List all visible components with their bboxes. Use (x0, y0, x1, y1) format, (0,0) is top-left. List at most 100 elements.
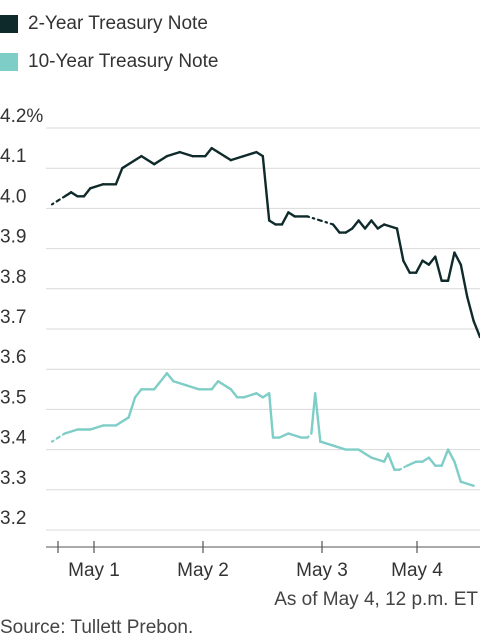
y-tick-label: 3.4 (0, 428, 27, 449)
series-2year-segment (255, 150, 265, 158)
y-tick-label: 3.8 (0, 267, 26, 288)
series-2year-segment (63, 191, 73, 198)
y-tick-label: 4.0 (0, 186, 26, 207)
series-10year-segment (363, 452, 373, 459)
series-10year-segment (398, 464, 409, 471)
series-2year-segment (280, 211, 290, 226)
series-10year-segment (165, 372, 175, 383)
series-10year-segment (50, 436, 60, 443)
series-2year-segment (319, 219, 335, 226)
series-2year-segment (114, 166, 124, 186)
series-10year-segment (127, 396, 137, 419)
legend-item-10year: 10-Year Treasury Note (0, 51, 218, 73)
legend-label-2year: 2-Year Treasury Note (28, 13, 208, 34)
series-10year-segment (421, 456, 431, 463)
series-10year-segment (319, 440, 335, 447)
series-10year-segment (427, 456, 437, 467)
x-tick-label: May 1 (68, 560, 120, 581)
series-2year-segment (140, 154, 156, 166)
series-2year-segment (287, 211, 296, 218)
source-note: Source: Tullett Prebon. (0, 617, 194, 638)
series-2year-segment (357, 219, 367, 230)
y-tick-label: 4.1 (0, 146, 26, 167)
series-10year-segment (278, 432, 290, 439)
series-2year-segment (229, 154, 245, 162)
series-10year-segment (153, 372, 169, 391)
series-2year-segment (376, 223, 386, 230)
y-tick-label: 3.3 (0, 468, 26, 489)
series-10year-segment (287, 432, 303, 439)
y-tick-label: 3.7 (0, 307, 26, 328)
legend-item-2year: 2-Year Treasury Note (0, 13, 208, 35)
series-10year-segment (405, 460, 418, 467)
series-2year-segment (223, 154, 233, 162)
series-10year-segment (229, 388, 239, 399)
series-2year-segment (459, 263, 469, 299)
legend-swatch-10year (0, 53, 18, 71)
series-2year-segment (69, 191, 79, 198)
series-10year-segment (255, 392, 265, 399)
series-2year-segment (427, 255, 437, 266)
series-2year-segment (402, 259, 411, 274)
series-10year-segment (357, 448, 367, 455)
series-2year-segment (242, 150, 258, 158)
series-2year-segment (165, 150, 181, 158)
series-2year-segment (446, 251, 456, 282)
series-2year-segment (261, 154, 271, 222)
series-10year-segment (210, 380, 220, 391)
series-2year-segment (204, 146, 213, 158)
series-10year-segment (216, 380, 233, 391)
series-2year-segment (434, 255, 443, 282)
series-2year-segment (331, 223, 341, 234)
series-2year-segment (466, 295, 475, 323)
series-10year-segment (267, 392, 275, 439)
series-2year-segment (306, 215, 322, 222)
series-2year-segment (363, 219, 373, 230)
series-10year-segment (172, 380, 188, 387)
series-2year-segment (414, 259, 424, 274)
y-tick-label: 3.5 (0, 387, 26, 408)
series-10year-segment (313, 392, 322, 443)
series-2year-segment (267, 219, 277, 226)
series-2year-segment (153, 154, 169, 166)
series-2year-segment (89, 183, 105, 190)
series-2year-segment (133, 154, 143, 162)
series-2year-segment (421, 259, 431, 266)
series-10year-segment (242, 392, 258, 399)
timestamp-note: As of May 4, 12 p.m. ET (274, 589, 478, 610)
series-10year-segment (453, 460, 463, 483)
series-2year-segment (216, 150, 226, 158)
series-10year-segment (63, 428, 79, 435)
x-tick-label: May 4 (391, 560, 443, 581)
y-tick-label: 3.9 (0, 227, 26, 248)
series-2year-segment (370, 219, 379, 230)
series-2year-segment (121, 158, 137, 170)
series-2year-segment (382, 223, 399, 230)
y-tick-label: 3.6 (0, 347, 26, 368)
series-2year-segment (395, 227, 405, 262)
y-tick-label: 4.2% (0, 106, 43, 127)
series-2year-segment (82, 187, 92, 198)
series-10year-segment (57, 432, 66, 439)
series-2year-segment (351, 219, 360, 230)
x-tick-label: May 2 (177, 560, 229, 581)
series-10year-segment (386, 452, 396, 471)
series-10year-segment (184, 384, 201, 391)
series-10year-segment (331, 444, 348, 451)
y-tick-label: 3.2 (0, 508, 26, 529)
series-2year-segment (50, 199, 60, 206)
series-10year-segment (133, 388, 143, 399)
x-tick-label: May 3 (296, 560, 348, 581)
series-10year-segment (446, 448, 456, 463)
legend-label-10year: 10-Year Treasury Note (28, 51, 219, 72)
series-10year-segment (310, 392, 317, 435)
series-10year-segment (89, 424, 105, 431)
series-2year-segment (178, 150, 194, 158)
series-2year-segment (210, 146, 220, 154)
series-2year-segment (344, 227, 354, 234)
legend-swatch-2year (0, 15, 18, 33)
series-10year-segment (459, 480, 475, 487)
series-10year-segment (114, 416, 130, 427)
series-10year-segment (370, 456, 386, 463)
